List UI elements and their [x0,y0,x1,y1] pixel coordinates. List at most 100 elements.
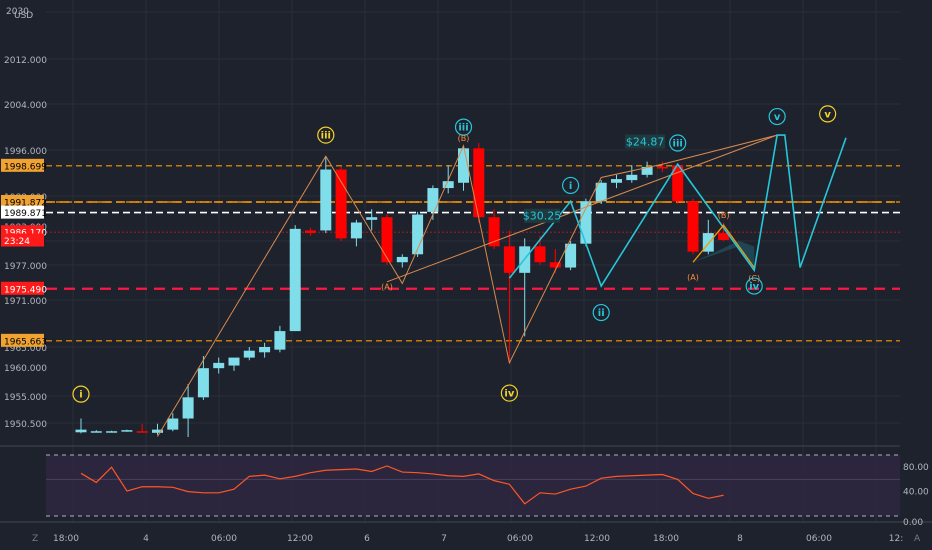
price-tag-bg [1,333,44,347]
candle-body [595,182,607,202]
wave-label-iv: iv [504,389,514,400]
price-tag-bg [1,281,44,295]
candle-body [350,222,362,239]
wave-label-B-small: (B) [458,134,470,143]
time-tick: 12:00 [287,534,313,544]
price-tag-orange: 1991.872 [4,198,47,208]
wave-label-A2: (A) [687,273,699,282]
wave-label-circle-i [72,385,90,403]
candle-body [366,217,378,220]
price-tick: 1996.000 [4,147,47,157]
price-tick: 2004.000 [4,101,47,111]
price-tick: 1965.000 [4,344,47,354]
price-tag-red: 23:24 [4,237,30,247]
candle-body [687,201,699,252]
wave-label-circle-iv-cyan [745,277,763,295]
price-tick: 1955.000 [4,393,47,403]
wave-label-circle-i-cyan [561,176,580,195]
candle-body [626,174,638,181]
price-tag-orange: 1965.663 [4,337,47,347]
rsi-band [46,455,900,516]
price-tick: 1977.000 [4,262,47,272]
candle-body [442,181,454,189]
price-tag-bg [1,158,44,172]
candle-body [656,166,668,169]
time-tick: 12: [889,534,903,544]
candle-body [320,169,332,231]
candle-body [243,350,255,358]
candle-body [672,165,684,202]
price-axis[interactable]: 2030USD2012.0002004.0001996.0001988.0001… [1,7,47,430]
wave-label-circle-v-cyan [768,107,786,126]
candle-body [488,217,500,247]
candle-body [580,201,592,244]
rsi-axis: 80.00 40.00 0.00 [903,463,929,528]
candle-body [182,397,194,419]
wave-label-i: i [79,390,82,401]
cyan-wave-path [508,134,847,288]
candle-body [427,188,439,212]
time-tick: 12:00 [584,534,610,544]
price-tick: 1971.000 [4,297,47,307]
time-tick: 06:00 [507,534,533,544]
time-tick: 8 [737,534,743,544]
wave-label-circle-iii [317,126,335,144]
price-tick: 1950.500 [4,420,47,430]
rsi-line [80,465,724,505]
wave-label-circle-iii-top [454,118,473,136]
candle-body [167,418,179,430]
price-tag-white: 1989.871 [4,209,47,219]
candle-body [136,431,148,433]
price-tag-bg [1,205,44,219]
wave-label-B2: (B) [718,211,730,220]
time-tick: 7 [441,534,447,544]
candle-body [152,429,163,433]
candle-body [534,246,546,263]
candle-body [702,233,714,252]
price-tag-orange: 1998.699 [4,162,47,172]
candle-body [503,246,515,273]
time-tick: 06:00 [806,534,832,544]
time-tick: 06:00 [211,534,237,544]
horizontal-levels [46,165,900,342]
candle-body [305,230,316,234]
candle-body [611,179,622,183]
candle-body [412,214,424,255]
time-tick: 6 [364,534,370,544]
wave-label-v-cyan: v [774,112,781,123]
wave-label-v-yellow: v [824,109,831,120]
time-tick: 4 [143,534,149,544]
abc-wave-path [692,224,755,268]
time-axis[interactable]: 18:00 4 06:00 12:00 6 7 06:00 12:00 18:00 8 06:00 1… [32,534,921,544]
candle-body [213,362,225,369]
candle-body [274,331,286,350]
candle-body [90,431,102,433]
wave-label-i-cyan: i [569,181,572,192]
price-tag-bg [1,194,44,208]
price-tick: 2012.000 [4,56,47,66]
timezone-icon: Z [32,534,38,544]
candle-body [565,243,577,268]
measure-box-2 [625,134,666,149]
candle-body [289,228,301,332]
candle-body [121,430,133,432]
price-tag-red: 1975.490 [4,285,47,295]
wave-label-iii-cyan: iii [673,139,683,150]
price-tick: 1960.000 [4,364,47,374]
rsi-pane [46,454,900,517]
wave-label-circle-v-yellow [819,105,837,123]
candle-body [106,431,118,433]
top-scale-label: 2030 [6,7,29,17]
wave-label-iii: iii [321,131,331,142]
wave-label-iii-top: iii [458,123,468,134]
candle-body [458,148,469,183]
currency-label: USD [14,11,33,21]
price-tag-bg [1,233,44,247]
measure-label-1: $30.25 [523,210,562,223]
measure-box-1 [524,208,560,223]
wave-label-circle-ii-cyan [592,303,610,322]
candles [75,143,730,438]
wave-label-A1: (A) [381,283,393,292]
